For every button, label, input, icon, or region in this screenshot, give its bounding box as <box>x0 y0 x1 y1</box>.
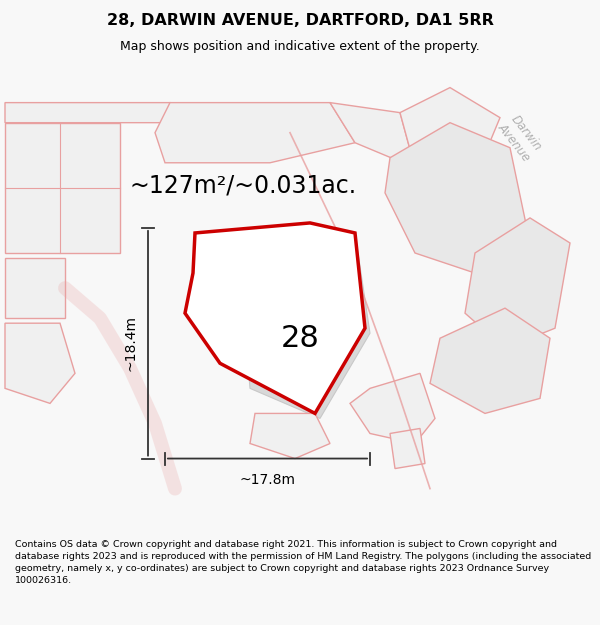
Polygon shape <box>250 413 330 459</box>
Polygon shape <box>185 223 365 413</box>
Polygon shape <box>245 233 370 419</box>
Text: 28: 28 <box>281 324 319 352</box>
Polygon shape <box>330 102 415 168</box>
Polygon shape <box>385 122 530 278</box>
Text: 28, DARWIN AVENUE, DARTFORD, DA1 5RR: 28, DARWIN AVENUE, DARTFORD, DA1 5RR <box>107 12 493 28</box>
Polygon shape <box>5 102 180 122</box>
Text: ~18.4m: ~18.4m <box>124 315 138 371</box>
Text: Darwin
Avenue: Darwin Avenue <box>495 111 545 164</box>
Polygon shape <box>430 308 550 413</box>
Polygon shape <box>465 218 570 348</box>
Text: ~17.8m: ~17.8m <box>239 472 296 487</box>
Polygon shape <box>5 122 120 253</box>
Text: Contains OS data © Crown copyright and database right 2021. This information is : Contains OS data © Crown copyright and d… <box>15 541 591 585</box>
Polygon shape <box>390 429 425 469</box>
Polygon shape <box>400 88 500 178</box>
Polygon shape <box>5 323 75 403</box>
Text: ~127m²/~0.031ac.: ~127m²/~0.031ac. <box>130 174 357 198</box>
Text: Map shows position and indicative extent of the property.: Map shows position and indicative extent… <box>120 40 480 53</box>
Polygon shape <box>5 258 65 318</box>
Polygon shape <box>155 102 355 162</box>
Polygon shape <box>350 373 435 444</box>
